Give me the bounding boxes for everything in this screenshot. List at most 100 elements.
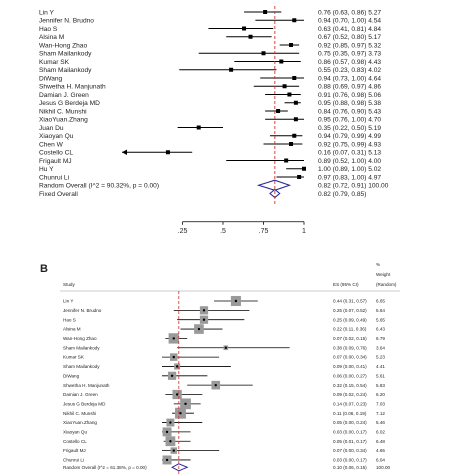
study-label: Jesus G Berdeja MD bbox=[39, 100, 100, 107]
effect-size-label: 0.89 (0.52, 1.00) 4.00 bbox=[318, 158, 381, 165]
overall-weight-label: 100.00 bbox=[376, 465, 390, 470]
effect-size-label: 0.84 (0.76, 0.90) 5.43 bbox=[318, 108, 381, 115]
point-estimate bbox=[172, 337, 175, 340]
study-label: Nikhil C. Munshi bbox=[39, 108, 87, 115]
point-estimate bbox=[293, 100, 298, 105]
x-axis-tick-label: .75 bbox=[259, 228, 269, 235]
effect-size-label: 0.94 (0.79, 0.99) 4.99 bbox=[318, 133, 381, 140]
point-estimate bbox=[202, 309, 206, 312]
effect-size-label: 0.07 (0.00, 0.34) bbox=[333, 448, 367, 453]
study-label: XiaoYuan.Zhang bbox=[39, 117, 88, 124]
effect-size-label: 0.67 (0.52, 0.80) 5.17 bbox=[318, 34, 381, 41]
study-label: Nikhil C. Munshi bbox=[63, 411, 96, 416]
weight-label: 5.83 bbox=[376, 383, 385, 388]
point-estimate bbox=[248, 34, 253, 39]
point-estimate bbox=[165, 150, 170, 155]
point-estimate bbox=[276, 109, 281, 113]
es-column-header: ES (95% CI) bbox=[333, 282, 359, 287]
point-estimate bbox=[242, 26, 247, 31]
effect-size-label: 1.00 (0.89, 1.00) 5.02 bbox=[318, 166, 381, 173]
overall-label: Fixed Overall bbox=[39, 191, 78, 198]
effect-size-label: 0.95 (0.76, 1.00) 4.70 bbox=[318, 117, 381, 124]
overall-label: Random Overall (I^2 = 61.38%, p = 0.00) bbox=[63, 465, 147, 470]
weight-label: 6.02 bbox=[376, 430, 385, 435]
weight-label: 7.12 bbox=[376, 411, 385, 416]
point-estimate bbox=[214, 383, 217, 387]
weight-label: 6.79 bbox=[376, 336, 385, 341]
panel-label: B bbox=[40, 263, 48, 275]
weight-header-random: (Random) bbox=[376, 282, 397, 287]
point-estimate bbox=[169, 421, 172, 424]
effect-size-label: 0.94 (0.73, 1.00) 4.64 bbox=[318, 75, 381, 82]
pooled-diamond bbox=[256, 179, 292, 191]
effect-size-label: 0.94 (0.70, 1.00) 4.54 bbox=[318, 18, 381, 25]
pooled-diamond bbox=[170, 463, 189, 472]
effect-size-label: 0.95 (0.88, 0.98) 5.38 bbox=[318, 100, 381, 107]
weight-label: 5.64 bbox=[376, 308, 385, 313]
study-label: Costello CL bbox=[39, 150, 73, 157]
study-label: Sham Mailankody bbox=[63, 345, 100, 350]
effect-size-label: 0.07 (0.00, 0.34) bbox=[333, 355, 367, 360]
point-estimate bbox=[289, 142, 294, 146]
study-label: Damian J. Green bbox=[63, 392, 98, 397]
overall-effect-label: 0.82 (0.72, 0.91) 100.00 bbox=[318, 183, 389, 190]
point-estimate bbox=[234, 299, 238, 303]
study-label: Costello CL bbox=[63, 439, 87, 444]
effect-size-label: 0.25 (0.07, 0.52) bbox=[333, 308, 367, 313]
point-estimate bbox=[302, 166, 306, 171]
weight-label: 5.61 bbox=[376, 373, 385, 378]
study-label: Sham Mailankody bbox=[63, 364, 100, 369]
point-estimate bbox=[292, 133, 297, 138]
overall-label: Random Overall (I^2 = 90.32%, p = 0.00) bbox=[39, 183, 159, 190]
study-label: Alsina M bbox=[63, 327, 81, 332]
effect-size-label: 0.16 (0.07, 0.31) 5.13 bbox=[318, 150, 381, 157]
study-label: Wan-Hong Zhao bbox=[39, 42, 87, 49]
effect-size-label: 0.25 (0.09, 0.49) bbox=[333, 317, 367, 322]
effect-size-label: 0.03 (0.00, 0.17) bbox=[333, 458, 367, 463]
effect-size-label: 0.38 (0.09, 0.76) bbox=[333, 345, 367, 350]
weight-label: 6.43 bbox=[376, 327, 385, 332]
point-estimate bbox=[229, 67, 234, 72]
study-label: Wan-Hong Zhao bbox=[63, 336, 97, 341]
point-estimate bbox=[293, 117, 298, 122]
study-label: Kumar SK bbox=[63, 355, 85, 360]
point-estimate bbox=[289, 43, 294, 47]
weight-label: 6.04 bbox=[376, 458, 385, 463]
study-label: Sham Mailankody bbox=[39, 67, 92, 74]
point-estimate bbox=[292, 18, 297, 23]
study-label: Jennifer N. Brudno bbox=[39, 18, 94, 25]
effect-size-label: 0.75 (0.35, 0.97) 3.73 bbox=[318, 51, 381, 58]
weight-label: 5.65 bbox=[376, 317, 385, 322]
study-label: Juan Du bbox=[39, 125, 64, 132]
study-label: DiWang bbox=[63, 373, 80, 378]
study-label: Kumar SK bbox=[39, 59, 70, 66]
effect-size-label: 0.92 (0.85, 0.97) 5.32 bbox=[318, 42, 381, 49]
study-label: Xiaoyan Qu bbox=[39, 133, 74, 140]
forest-plot-panel-a: Lin Y 0.76 (0.63, 0.86) 5.27 Jennifer N. B… bbox=[39, 6, 389, 235]
point-estimate bbox=[292, 76, 297, 80]
study-label: Frigault MJ bbox=[39, 158, 72, 165]
effect-size-label: 0.09 (0.02, 0.24) bbox=[333, 392, 367, 397]
point-estimate bbox=[196, 125, 201, 130]
weight-header-percent: % bbox=[376, 262, 380, 267]
study-label: Lin Y bbox=[63, 299, 73, 304]
weight-header: Weight bbox=[376, 272, 391, 277]
point-estimate bbox=[202, 318, 206, 321]
effect-size-label: 0.07 (0.02, 0.15) bbox=[333, 336, 367, 341]
effect-size-label: 0.11 (0.06, 0.19) bbox=[333, 411, 367, 416]
effect-size-label: 0.05 (0.00, 0.24) bbox=[333, 420, 367, 425]
weight-label: 5.46 bbox=[376, 420, 385, 425]
x-axis-tick-label: .5 bbox=[220, 228, 226, 235]
point-estimate bbox=[172, 449, 175, 452]
point-estimate bbox=[165, 458, 169, 462]
effect-size-label: 0.06 (0.00, 0.27) bbox=[333, 373, 367, 378]
effect-size-label: 0.05 (0.01, 0.17) bbox=[333, 439, 367, 444]
study-label: Xiaoyan Qu bbox=[63, 430, 87, 435]
study-label: Chen W bbox=[39, 141, 64, 148]
point-estimate bbox=[287, 92, 292, 97]
effect-size-label: 0.32 (0.15, 0.54) bbox=[333, 383, 367, 388]
effect-size-label: 0.92 (0.75, 0.99) 4.93 bbox=[318, 141, 381, 148]
point-estimate bbox=[175, 393, 179, 396]
